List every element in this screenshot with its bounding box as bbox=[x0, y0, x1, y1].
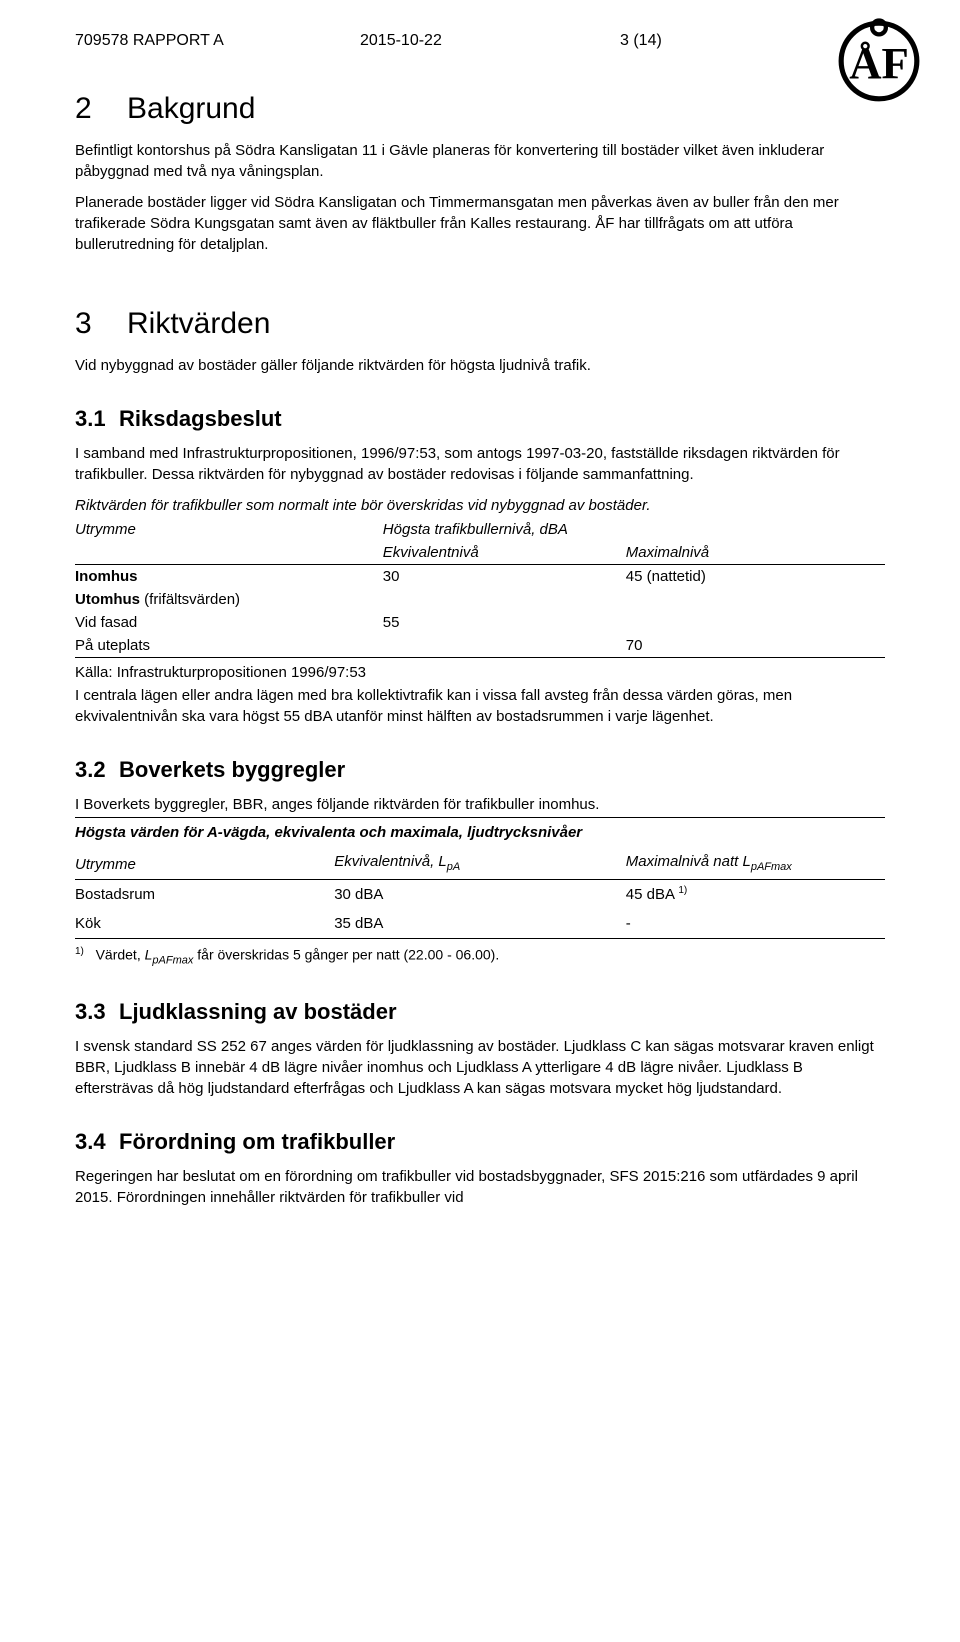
bbr-table: Högsta värden för A-vägda, ekvivalenta o… bbox=[75, 817, 885, 939]
section-3-1-heading: 3.1Riksdagsbeslut bbox=[75, 404, 885, 435]
t1-r4-label: På uteplats bbox=[75, 634, 383, 658]
t1-r4-max: 70 bbox=[626, 634, 885, 658]
section-3-2-heading: 3.2Boverkets byggregler bbox=[75, 755, 885, 786]
section-2-p1: Befintligt kontorshus på Södra Kansligat… bbox=[75, 140, 885, 182]
section-2-heading: 2Bakgrund bbox=[75, 88, 885, 130]
section-3-4-num: 3.4 bbox=[75, 1127, 119, 1158]
section-3-4-heading: 3.4Förordning om trafikbuller bbox=[75, 1127, 885, 1158]
section-3-1-p2: I centrala lägen eller andra lägen med b… bbox=[75, 685, 885, 727]
t2-h-utrymme: Utrymme bbox=[75, 847, 334, 880]
section-3-1-p1: I samband med Infrastrukturpropositionen… bbox=[75, 443, 885, 485]
t1-h-niva: Högsta trafikbullernivå, dBA bbox=[383, 518, 885, 541]
table-2-footnote: 1) Värdet, LpAFmax får överskridas 5 gån… bbox=[75, 945, 885, 969]
af-logo-svg: ÅF bbox=[836, 18, 922, 104]
section-3-2-p1: I Boverkets byggregler, BBR, anges följa… bbox=[75, 794, 885, 815]
t2-r2-ekv: 35 dBA bbox=[334, 909, 626, 939]
t1-r2-label: Utomhus (frifältsvärden) bbox=[75, 588, 383, 611]
t2-r1-label: Bostadsrum bbox=[75, 880, 334, 910]
section-3-2-title: Boverkets byggregler bbox=[119, 757, 345, 782]
page-header: 709578 RAPPORT A 2015-10-22 3 (14) bbox=[75, 30, 885, 52]
t1-r3-label: Vid fasad bbox=[75, 611, 383, 634]
t1-r1-label: Inomhus bbox=[75, 565, 383, 589]
section-3-intro: Vid nybyggnad av bostäder gäller följand… bbox=[75, 355, 885, 376]
section-3-3-heading: 3.3Ljudklassning av bostäder bbox=[75, 997, 885, 1028]
section-3-3-title: Ljudklassning av bostäder bbox=[119, 999, 397, 1024]
section-3-4-p1: Regeringen har beslutat om en förordning… bbox=[75, 1166, 885, 1208]
section-3-num: 3 bbox=[75, 303, 127, 345]
t2-r1-max: 45 dBA 1) bbox=[626, 880, 885, 910]
section-2-p2: Planerade bostäder ligger vid Södra Kans… bbox=[75, 192, 885, 255]
t2-r2-max: - bbox=[626, 909, 885, 939]
doc-date: 2015-10-22 bbox=[360, 30, 620, 52]
t1-r3-ekv: 55 bbox=[383, 611, 626, 634]
page-number: 3 (14) bbox=[620, 30, 662, 52]
t1-h-max: Maximalnivå bbox=[626, 541, 885, 565]
t2-r1-ekv: 30 dBA bbox=[334, 880, 626, 910]
section-3-heading: 3Riktvärden bbox=[75, 303, 885, 345]
section-3-4-title: Förordning om trafikbuller bbox=[119, 1129, 395, 1154]
t2-h-max: Maximalnivå natt LpAFmax bbox=[626, 847, 885, 880]
table-1-source: Källa: Infrastrukturpropositionen 1996/9… bbox=[75, 662, 885, 683]
section-3-1-num: 3.1 bbox=[75, 404, 119, 435]
t1-h-ekv: Ekvivalentnivå bbox=[383, 541, 626, 565]
section-3-3-num: 3.3 bbox=[75, 997, 119, 1028]
af-logo: ÅF bbox=[836, 18, 922, 110]
table-1-caption: Riktvärden för trafikbuller som normalt … bbox=[75, 495, 885, 516]
t2-caption: Högsta värden för A-vägda, ekvivalenta o… bbox=[75, 817, 885, 847]
section-2-title: Bakgrund bbox=[127, 92, 255, 125]
t1-r1-max: 45 (nattetid) bbox=[626, 565, 885, 589]
section-3-1-title: Riksdagsbeslut bbox=[119, 406, 282, 431]
doc-id: 709578 RAPPORT A bbox=[75, 30, 360, 52]
svg-text:ÅF: ÅF bbox=[849, 38, 909, 88]
t2-h-ekv: Ekvivalentnivå, LpA bbox=[334, 847, 626, 880]
section-3-2-num: 3.2 bbox=[75, 755, 119, 786]
section-3-3-p1: I svensk standard SS 252 67 anges värden… bbox=[75, 1036, 885, 1099]
section-3-title: Riktvärden bbox=[127, 307, 270, 340]
section-2-num: 2 bbox=[75, 88, 127, 130]
t1-h-utrymme: Utrymme bbox=[75, 518, 383, 541]
t2-r2-label: Kök bbox=[75, 909, 334, 939]
riktvarden-table: Utrymme Högsta trafikbullernivå, dBA Ekv… bbox=[75, 518, 885, 658]
t1-r1-ekv: 30 bbox=[383, 565, 626, 589]
